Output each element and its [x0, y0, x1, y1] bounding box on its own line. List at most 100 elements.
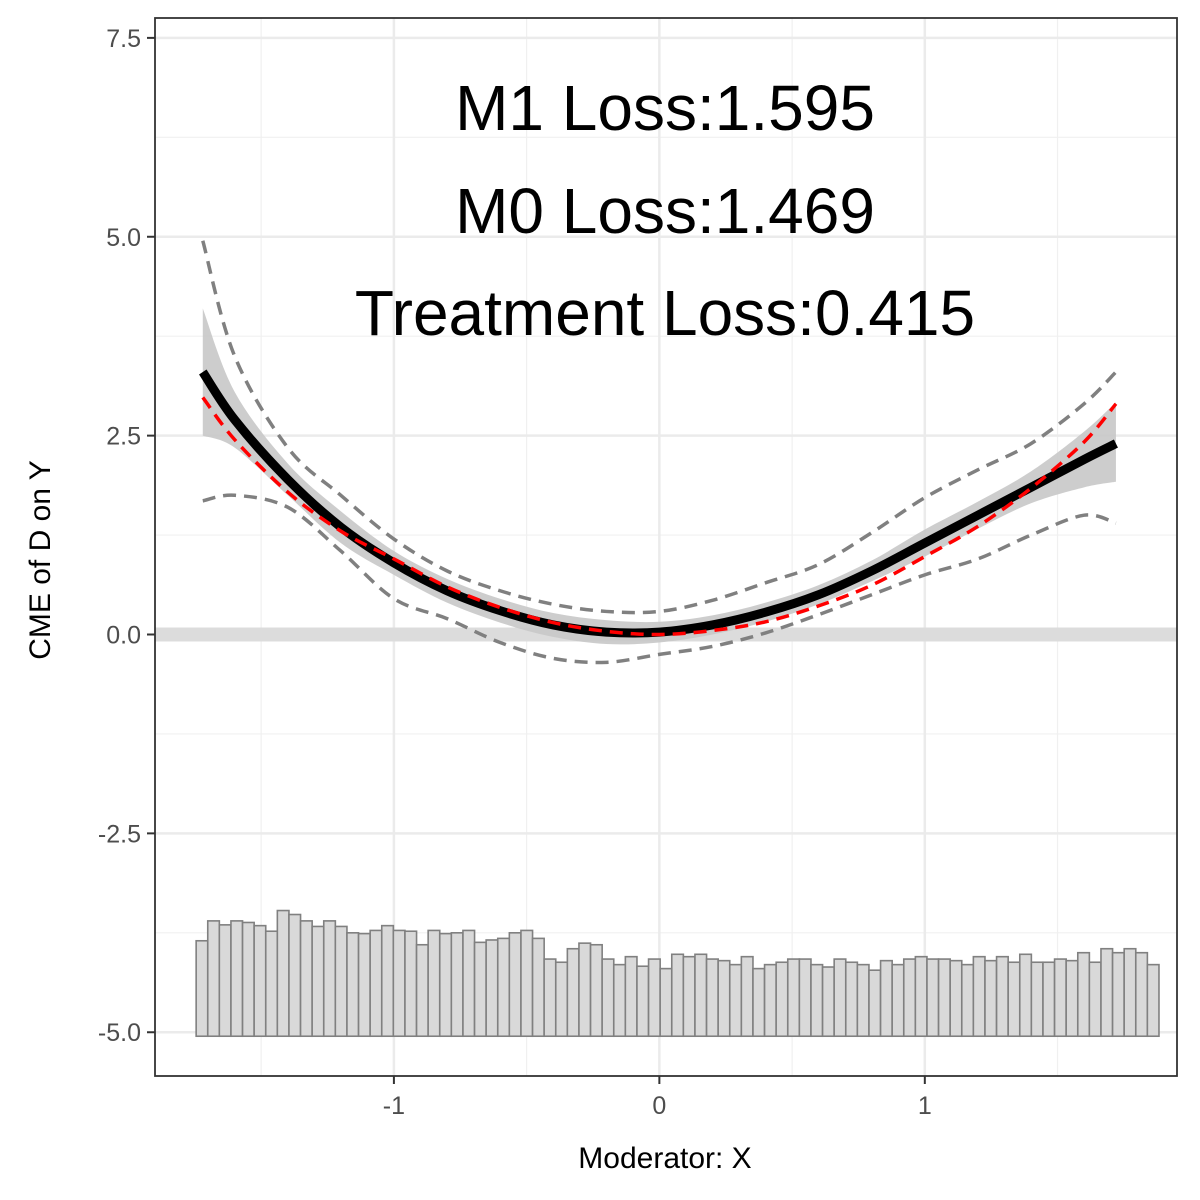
y-tick-label: 5.0: [106, 224, 141, 252]
histogram-bar-control: [438, 932, 453, 1038]
histogram-bar-control: [647, 958, 661, 1038]
histogram-bar-control: [972, 955, 986, 1038]
histogram-bar-control: [844, 961, 859, 1038]
series-lines: [199, 240, 1118, 665]
histogram-bar-control: [868, 969, 882, 1038]
histogram-bar-control: [462, 929, 476, 1038]
histogram-bar-control: [1042, 961, 1056, 1038]
histogram-bar-control: [369, 929, 383, 1038]
histogram-bar-control: [601, 958, 615, 1038]
histogram-bar-control: [415, 943, 429, 1038]
histogram-bar-control: [960, 963, 975, 1038]
histogram-bar-control: [496, 937, 511, 1038]
annotation-m0-loss: M0 Loss:1.469: [455, 175, 875, 247]
truth-line: [201, 396, 1118, 637]
histogram-bar-control: [833, 958, 847, 1038]
histogram-bar-control: [694, 953, 708, 1038]
histogram-bar-control: [427, 929, 441, 1038]
histogram-bar-control: [624, 955, 638, 1038]
histogram-bar-control: [775, 961, 789, 1038]
histogram-bar-control: [879, 959, 893, 1038]
histogram-bar-control: [1088, 961, 1102, 1038]
y-tick-label: -2.5: [98, 820, 141, 848]
histogram-bar-control: [322, 920, 337, 1038]
y-tick-label: 0.0: [106, 622, 141, 650]
histogram-bar-control: [380, 924, 395, 1038]
annotation-m1-loss: M1 Loss:1.595: [455, 72, 875, 144]
histogram-bar-control: [984, 959, 998, 1038]
histogram: [195, 909, 1160, 1038]
histogram-bar-control: [253, 924, 267, 1038]
histogram-bar-control: [520, 929, 534, 1038]
histogram-bar-control: [241, 921, 255, 1038]
histogram-bar-control: [1076, 951, 1091, 1038]
histogram-bar-control: [612, 963, 627, 1038]
histogram-bar-control: [566, 947, 580, 1038]
histogram-bar-control: [334, 925, 348, 1038]
histogram-bar-control: [1146, 963, 1160, 1038]
histogram-bar-control: [1065, 959, 1079, 1038]
histogram-bar-control: [589, 943, 603, 1038]
histogram-bar-control: [949, 959, 963, 1038]
histogram-bar-control: [473, 941, 487, 1038]
histogram-bar-control: [276, 909, 290, 1038]
histogram-bar-control: [926, 958, 940, 1038]
histogram-bar-control: [1007, 961, 1021, 1038]
histogram-bar-control: [1053, 958, 1067, 1038]
loss-annotations: M1 Loss:1.595 M0 Loss:1.469 Treatment Lo…: [355, 72, 975, 349]
histogram-bar-control: [636, 965, 650, 1038]
histogram-bar-control: [914, 955, 928, 1038]
histogram-bar-control: [798, 958, 812, 1038]
histogram-bar-control: [206, 920, 221, 1038]
histogram-bar-control: [670, 953, 685, 1038]
histogram-bar-control: [230, 920, 244, 1038]
histogram-bar-control: [554, 961, 569, 1038]
histogram-bar-control: [763, 963, 777, 1038]
histogram-bar-control: [311, 925, 325, 1038]
histogram-bar-control: [728, 963, 743, 1038]
histogram-bar-control: [682, 955, 696, 1038]
histogram-bar-control: [856, 963, 870, 1038]
histogram-bar-control: [902, 958, 917, 1038]
x-axis-title: Moderator: X: [578, 1142, 751, 1175]
histogram-bar-control: [485, 939, 499, 1038]
histogram-bar-control: [717, 959, 731, 1038]
histogram-bar-control: [450, 932, 464, 1038]
histogram-bar-control: [1018, 953, 1033, 1038]
estimate-line: [199, 369, 1118, 638]
histogram-bar-control: [995, 955, 1009, 1038]
panel-border: [154, 17, 1178, 1077]
histogram-bar-control: [1123, 947, 1137, 1038]
y-tick-label: -5.0: [98, 1019, 141, 1047]
histogram-bar-control: [392, 929, 406, 1038]
histogram-bar-control: [218, 924, 232, 1038]
histogram-bar-control: [810, 963, 824, 1038]
annotation-treatment-loss: Treatment Loss:0.415: [355, 277, 975, 349]
histogram-bar-control: [404, 930, 418, 1038]
y-axis-title: CME of D on Y: [24, 460, 57, 660]
histogram-bar-control: [1134, 951, 1149, 1038]
histogram-bar-control: [740, 955, 754, 1038]
histogram-bar-control: [786, 958, 801, 1038]
x-axis-ticks: -1 0 1: [383, 1076, 932, 1120]
histogram-bar-control: [821, 966, 835, 1038]
x-tick-label: -1: [383, 1092, 405, 1120]
histogram-bar-control: [288, 913, 302, 1038]
histogram-bar-control: [705, 958, 719, 1038]
histogram-bar-control: [299, 920, 313, 1038]
ci-upper-line: [201, 240, 1118, 615]
histogram-bar-control: [1100, 947, 1114, 1038]
x-tick-label: 1: [918, 1092, 932, 1120]
histogram-bar-control: [752, 967, 766, 1038]
histogram-bar-control: [1030, 961, 1044, 1038]
panel-frame: [154, 17, 1178, 1077]
histogram-bar-control: [508, 932, 522, 1038]
histogram-bar-control: [891, 963, 905, 1038]
x-tick-label: 0: [652, 1092, 666, 1120]
histogram-bar-control: [346, 932, 360, 1038]
histogram-bar-control: [578, 942, 592, 1038]
histogram-bar-control: [264, 930, 279, 1038]
histogram-bar-control: [531, 937, 545, 1038]
ci-lower-line: [202, 493, 1117, 665]
